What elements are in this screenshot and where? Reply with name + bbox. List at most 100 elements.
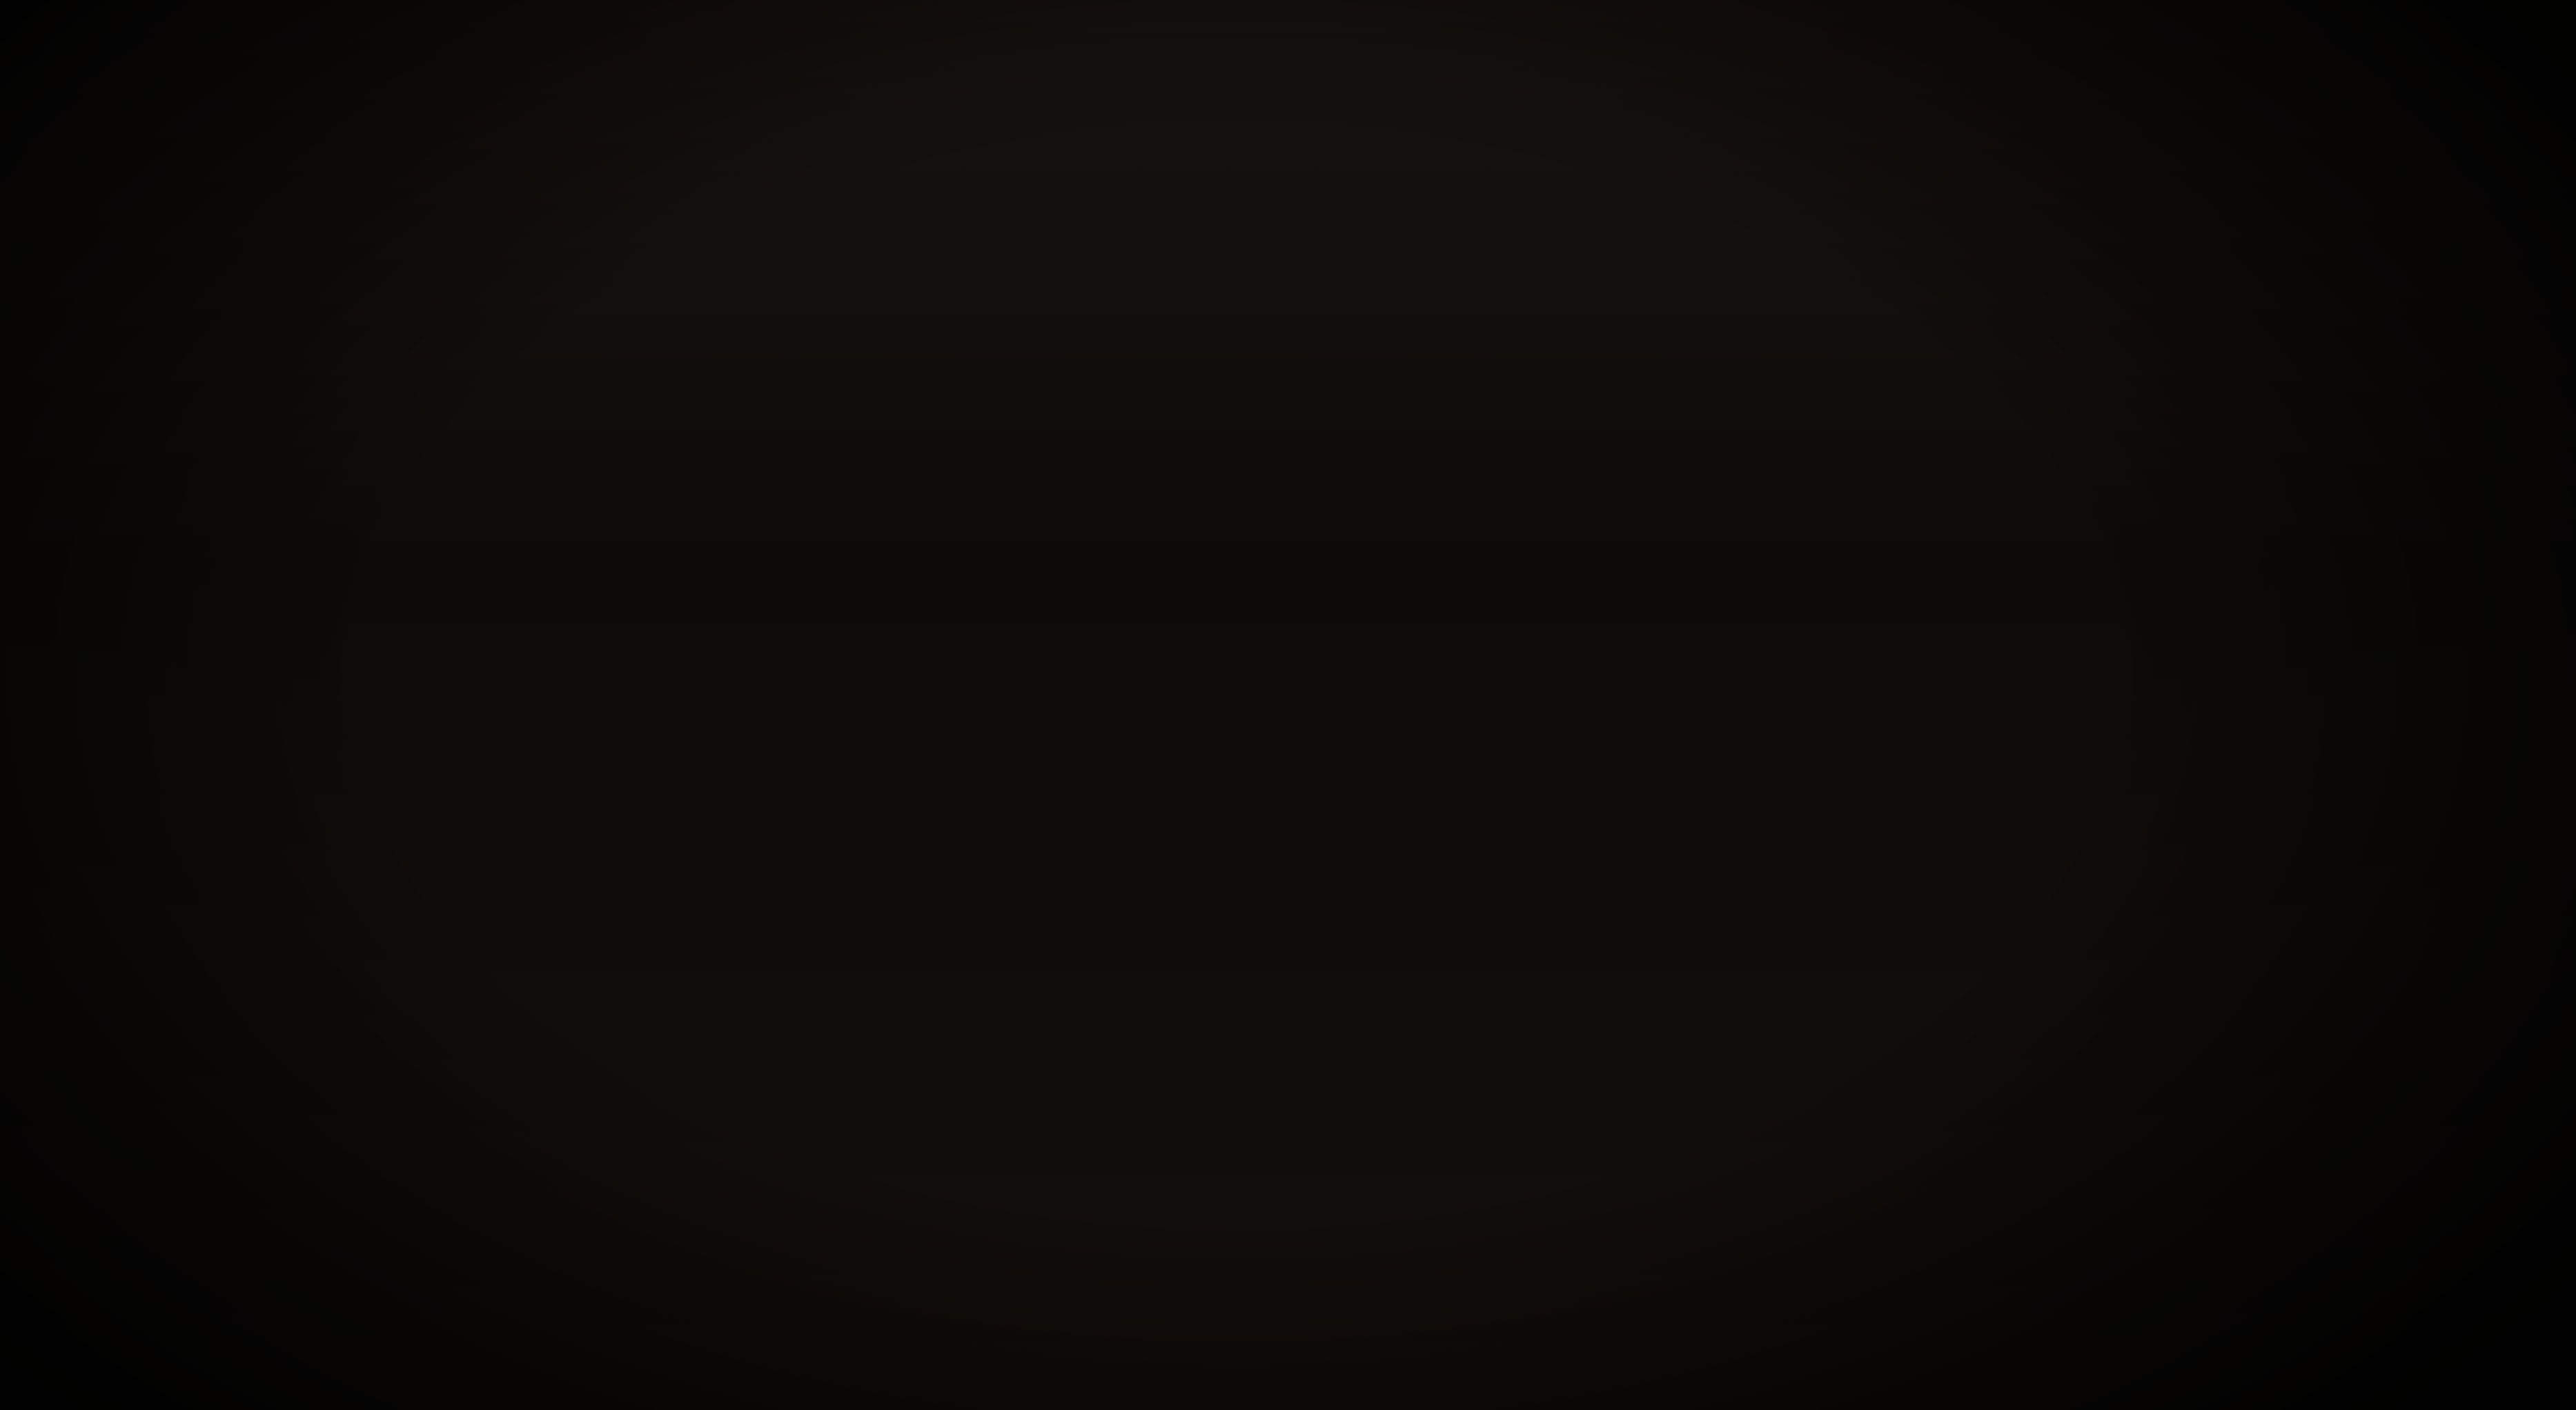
x-tick-label: 2001: [569, 1331, 596, 1345]
heatmap-cell: [75, 413, 101, 434]
row-label-hd: HD: [24, 193, 42, 207]
heatmap-cell: [1037, 590, 1064, 608]
heatmap-cell: [232, 535, 258, 553]
heatmap-cell: [1114, 486, 1141, 507]
heatmap-cell: [956, 142, 983, 163]
heatmap-cell: [1063, 570, 1090, 587]
x-tick-label: 1993: [1031, 1328, 1058, 1342]
heatmap-cell: [127, 453, 154, 474]
heatmap-cell: [1036, 385, 1062, 406]
heatmap-cell: [881, 490, 907, 508]
x-tick-label: 1982: [638, 1331, 665, 1344]
heatmap-cell: [593, 287, 620, 308]
right-horizon-plot[interactable]: V CSCO DD HD TRV PG MCD GE BA CAT NKE GS MRK UNH MMM WM…: [1225, 110, 2468, 1376]
heatmap-cell: [725, 610, 752, 631]
heatmap-cell: [803, 490, 829, 508]
heatmap-cell: [258, 596, 285, 614]
main-heatmap-title: Horizon Graph: DOW: [35, 766, 173, 784]
heatmap-cell: [1194, 708, 1221, 729]
heatmap-cell: [934, 672, 961, 690]
heatmap-cell: [647, 510, 674, 530]
heatmap-cell: [155, 655, 181, 677]
heatmap-cell: [722, 248, 749, 266]
heatmap-cell: [441, 716, 468, 734]
horizon-row[interactable]: [1288, 560, 2463, 777]
heatmap-cell: [593, 307, 620, 328]
x-tick-label: 1995: [462, 1332, 489, 1346]
line-graph-close-button[interactable]: [580, 800, 609, 828]
x-tick-label: 1971: [33, 1335, 60, 1349]
heatmap-cell: [751, 610, 778, 631]
heatmap-cell: [361, 512, 388, 533]
heatmap-cell: [827, 326, 854, 347]
row-label-dis: DIS: [1238, 1137, 1259, 1151]
heatmap-cell: [882, 711, 909, 732]
heatmap-cell: [464, 433, 491, 450]
heatmap-cell: [1141, 648, 1168, 668]
heatmap-cell: [308, 373, 335, 390]
vis-button-line-graph[interactable]: [22, 29, 144, 112]
heatmap-cell: [335, 535, 362, 553]
row-label-wmt: WMT: [1236, 919, 1266, 933]
heatmap-cell: [544, 713, 571, 734]
heatmap-cell: [282, 248, 308, 270]
x-tick-label: 1985: [745, 1330, 771, 1344]
line-graph-plot[interactable]: [24, 793, 624, 1383]
dataset-button-dax[interactable]: DAX: [1366, 26, 1479, 99]
horizon-row[interactable]: [1286, 295, 2461, 500]
vis-button-radial-graph[interactable]: [277, 27, 400, 110]
heatmap-cell: [388, 573, 415, 593]
heatmap-cell: [307, 228, 334, 249]
detail-horizon-plot[interactable]: MMM IBM: [629, 788, 1226, 1380]
heatmap-cell: [803, 528, 829, 550]
heatmap-cell: [413, 430, 440, 451]
heatmap-cell: [127, 493, 154, 515]
heatmap-cell: [102, 597, 129, 615]
heatmap-cell: [855, 528, 882, 549]
heatmap-cell: [125, 169, 152, 190]
heatmap-cell: [492, 633, 519, 653]
heatmap-cell: [411, 228, 437, 248]
heatmap-cell: [958, 428, 985, 446]
dataset-button-sp500[interactable]: SP500: [1609, 23, 1722, 97]
main-heatmap-plot[interactable]: V CSCO DD HD TRV PG MCD GE BA CAT NKE GS MRK UNH MMM WM…: [19, 120, 1221, 792]
heatmap-cell: [672, 428, 699, 449]
vis-button-horizon-graph[interactable]: [150, 28, 272, 111]
heatmap-cell: [621, 570, 648, 592]
heatmap-cell: [752, 693, 779, 711]
heatmap-cell: [801, 308, 828, 326]
heatmap-cell: [1165, 343, 1192, 364]
heatmap-cell: [362, 573, 389, 594]
heatmap-cell: [749, 225, 776, 246]
heatmap-cell: [749, 306, 776, 327]
heatmap-cell: [725, 509, 751, 530]
heatmap-cell: [204, 412, 231, 433]
heatmap-cell: [154, 574, 181, 595]
heatmap-cell: [880, 386, 907, 407]
heatmap-cell: [674, 712, 701, 733]
heatmap-cell: [283, 495, 310, 512]
heatmap-cell: [618, 145, 645, 166]
heatmap-cell: [100, 290, 126, 312]
detail-horizon-close-button[interactable]: [1182, 795, 1211, 824]
heatmap-cell: [231, 455, 257, 472]
vis-button-bar-graph[interactable]: [405, 26, 527, 109]
dataset-button-tecdax[interactable]: TECDAX: [1488, 24, 1601, 98]
heatmap-cell: [1062, 425, 1089, 446]
heatmap-cell: [1012, 709, 1039, 731]
heatmap-cell: [1167, 586, 1194, 608]
panel-right-horizon: V CSCO DD HD TRV PG MCD GE BA CAT NKE GS MRK UNH MMM WM…: [1223, 109, 2469, 1378]
heatmap-cell: [491, 551, 518, 573]
heatmap-cell: [594, 451, 621, 469]
heatmap-cell: [205, 473, 232, 493]
heatmap-cell: [437, 248, 464, 268]
heatmap-cell: [647, 489, 674, 510]
line-series: [24, 835, 620, 1125]
heatmap-cell: [1112, 183, 1139, 201]
right-horizon-close-button[interactable]: [2415, 117, 2444, 146]
heatmap-cell: [1088, 427, 1114, 445]
vis-button-stream-graph[interactable]: [533, 25, 655, 108]
heatmap-cell: [518, 571, 544, 593]
heatmap-cell: [776, 369, 803, 386]
heatmap-cell: [491, 533, 518, 551]
